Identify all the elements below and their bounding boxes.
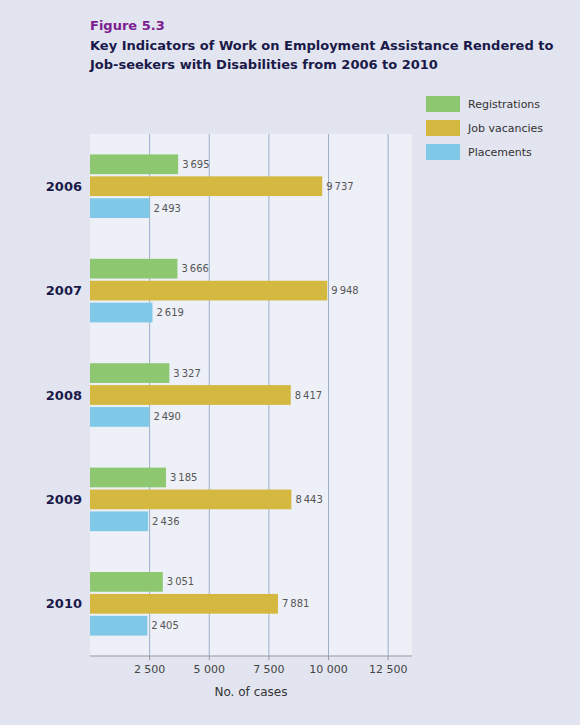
data-label: 2 405 [151, 620, 178, 631]
chart: Figure 5.3 Key Indicators of Work on Empl… [0, 0, 580, 725]
data-label: 3 185 [170, 472, 197, 483]
tick-label: 10 000 [309, 663, 348, 676]
grid-line [388, 134, 389, 656]
bar [90, 490, 291, 510]
legend-label: Registrations [468, 98, 540, 111]
x-axis-label: No. of cases [215, 685, 288, 699]
x-axis-line [90, 656, 412, 657]
bar [90, 594, 278, 614]
bar [90, 616, 147, 636]
bars [90, 154, 327, 635]
data-label: 2 490 [153, 411, 180, 422]
bar [90, 572, 163, 592]
category-label: 2010 [46, 596, 82, 611]
bar [90, 468, 166, 488]
bar [90, 281, 327, 301]
data-label: 9 948 [331, 285, 358, 296]
data-label: 3 666 [181, 263, 208, 274]
bar [90, 385, 291, 405]
data-label: 3 051 [167, 576, 194, 587]
data-label: 2 619 [156, 307, 183, 318]
tick-mark [149, 656, 150, 660]
legend-swatch [426, 120, 460, 136]
bar [90, 259, 177, 279]
legend-swatch [426, 144, 460, 160]
bar [90, 303, 152, 323]
tick-mark [268, 656, 269, 660]
legend-swatch [426, 96, 460, 112]
bar [90, 154, 178, 174]
plot-area [90, 134, 412, 656]
tick-mark [388, 656, 389, 660]
data-label: 2 436 [152, 516, 179, 527]
background [0, 0, 580, 725]
bar [90, 176, 322, 196]
tick-label: 2 500 [134, 663, 166, 676]
legend-label: Job vacancies [467, 122, 543, 135]
tick-label: 5 000 [194, 663, 226, 676]
category-label: 2008 [46, 388, 82, 403]
data-label: 8 443 [295, 494, 322, 505]
data-label: 7 881 [282, 598, 309, 609]
tick-label: 7 500 [253, 663, 285, 676]
tick-mark [209, 656, 210, 660]
data-label: 8 417 [295, 390, 322, 401]
bar [90, 407, 149, 427]
category-label: 2006 [46, 179, 82, 194]
data-label: 9 737 [326, 181, 353, 192]
bar [90, 363, 169, 383]
category-label: 2007 [46, 283, 82, 298]
grid-line [328, 134, 329, 656]
bar [90, 198, 149, 218]
data-label: 3 695 [182, 159, 209, 170]
legend-label: Placements [468, 146, 532, 159]
tick-mark [328, 656, 329, 660]
tick-label: 12 500 [369, 663, 408, 676]
data-label: 3 327 [173, 368, 200, 379]
data-label: 2 493 [153, 203, 180, 214]
title: Job-seekers with Disabilities from 2006 … [89, 57, 438, 72]
title: Key Indicators of Work on Employment Ass… [90, 38, 553, 53]
category-label: 2009 [46, 492, 82, 507]
bar [90, 511, 148, 531]
figure-label: Figure 5.3 [90, 18, 165, 33]
data-labels: 3 695 9 737 2 493 3 666 9 948 2 619 3 327 8 417… [151, 159, 358, 631]
